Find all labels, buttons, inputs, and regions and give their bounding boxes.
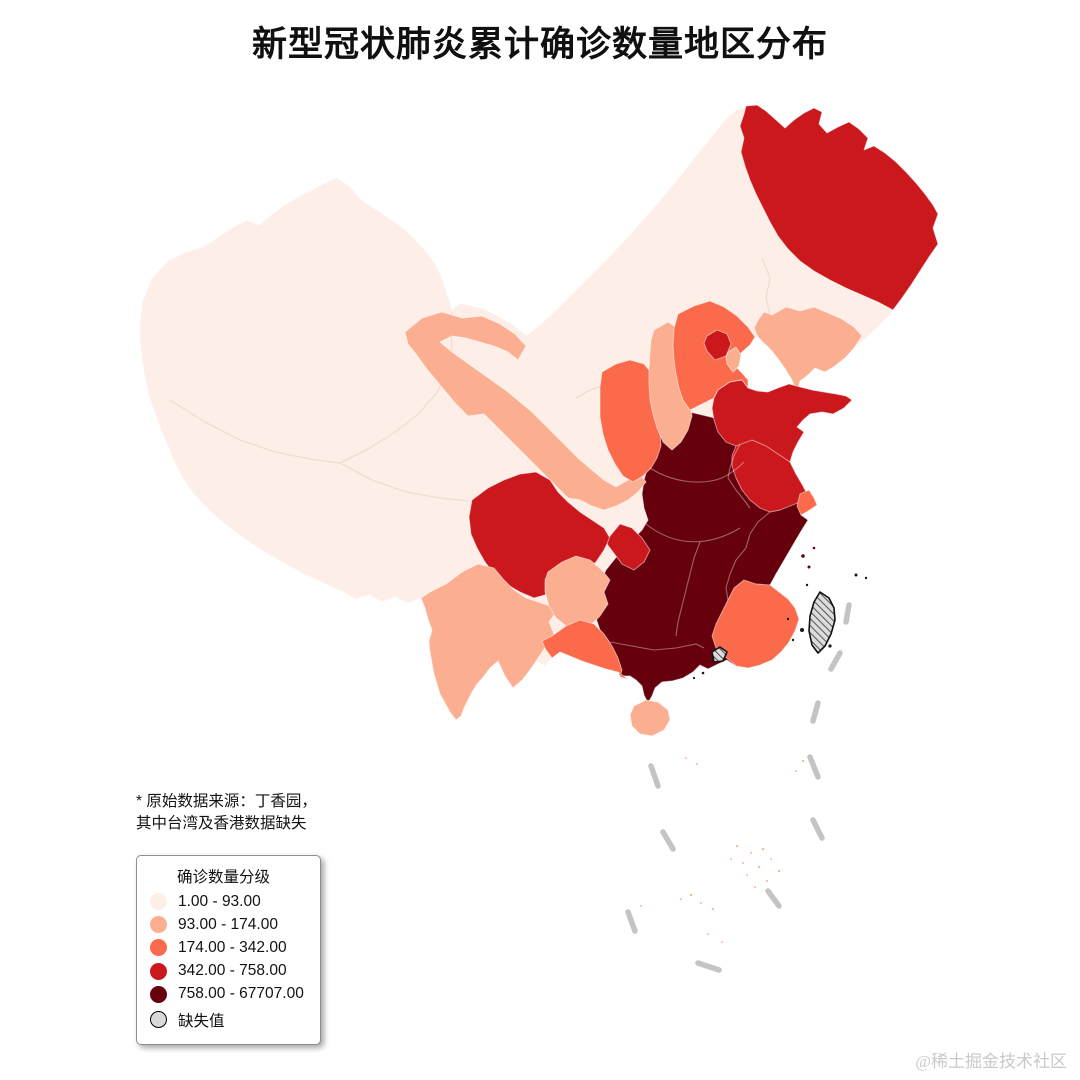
page-title: 新型冠状肺炎累计确诊数量地区分布 [251,25,828,64]
legend-box: 确诊数量分级 1.00 - 93.00 93.00 - 174.00 174.0… [136,855,321,1046]
legend-item-bin2: 93.00 - 174.00 [150,913,304,936]
legend-label-missing: 缺失值 [178,1012,225,1030]
legend-swatch-bin1 [150,893,167,911]
data-source-note: * 原始数据来源：丁香园， 其中台湾及香港数据缺失 [136,791,317,835]
zhoushan-islands [801,546,816,569]
region-xianggang [711,646,728,663]
region-hainan [629,699,671,737]
border-xizang-qinghai [339,462,469,502]
region-fujian [711,579,800,669]
legend-label-bin1: 1.00 - 93.00 [178,892,261,910]
legend-swatch-missing [150,1011,167,1029]
border-neimenggu-jilin [761,257,771,316]
border-xinjiang-qinghai [339,311,453,464]
region-shanghai [796,489,818,516]
legend-item-bin3: 174.00 - 342.00 [150,936,304,959]
legend-item-bin4: 342.00 - 758.00 [150,960,304,983]
south-china-sea-islets [640,757,805,943]
border-henan-anhui [727,443,741,479]
border-zhejiang-jiangxi [725,547,747,601]
legend-item-bin5: 758.00 - 67707.00 [150,983,304,1006]
region-gansu [404,311,647,511]
region-yunnan [420,563,557,721]
border-anhui-hubei [727,477,751,509]
legend-title: 确诊数量分级 [177,869,271,886]
region-jiangsu [731,439,809,513]
region-tianjin [725,346,742,373]
border-hubei-hunan [645,523,741,543]
region-chongqing [606,523,651,571]
note-line-2: 其中台湾及香港数据缺失 [136,815,307,832]
legend-swatch-bin2 [150,916,167,934]
region-heilongjiang [739,104,939,311]
region-liaoning [753,306,863,393]
offshore-islands [692,573,868,680]
legend-label-bin5: 758.00 - 67707.00 [178,985,304,1003]
border-guangdong-north [609,641,705,651]
border-neimenggu-ningxia [575,385,604,399]
border-henan-hubei [649,461,745,483]
border-anhui-zhejiang [745,511,771,549]
legend-swatch-bin4 [150,962,167,980]
legend-label-bin3: 174.00 - 342.00 [178,938,287,956]
legend-item-bin1: 1.00 - 93.00 [150,890,304,913]
legend-swatch-bin3 [150,939,167,957]
region-guangxi [541,619,629,680]
region-taiwan [808,591,836,654]
region-guizhou [544,555,611,631]
legend-label-bin4: 342.00 - 758.00 [178,962,287,980]
legend-label-bin2: 93.00 - 174.00 [178,915,278,933]
legend-swatch-bin5 [150,985,167,1003]
border-xinjiang-xizang [169,399,341,464]
border-hunan-jiangxi [675,541,701,637]
note-line-1: * 原始数据来源：丁香园， [136,793,317,810]
legend-item-missing: 缺失值 [150,1006,304,1033]
nine-dash-line [625,602,852,973]
watermark: @稀土掘金技术社区 [915,1052,1067,1071]
